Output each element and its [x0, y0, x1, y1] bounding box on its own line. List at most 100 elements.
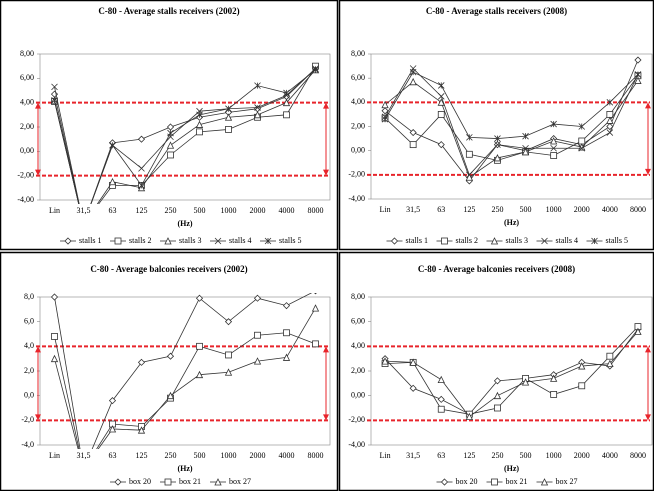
series-line: [385, 326, 639, 415]
marker: [494, 141, 501, 148]
marker: [282, 302, 291, 310]
series-line: [385, 331, 639, 418]
chart-title: C-80 - Average balconies receivers (2008…: [418, 264, 575, 274]
marker: [253, 294, 262, 302]
marker: [381, 100, 389, 109]
marker: [409, 77, 417, 86]
marker: [381, 115, 389, 123]
marker: [64, 237, 72, 245]
marker: [550, 144, 557, 152]
marker: [167, 129, 174, 137]
marker: [606, 99, 614, 106]
y-tick-label: 8,00: [20, 49, 34, 58]
chart-panel: C-80 - Average balconies receivers (2002…: [0, 251, 339, 491]
x-tick-label: 1000: [546, 451, 562, 460]
series-line: [384, 71, 639, 139]
marker: [466, 171, 473, 179]
legend: stalls 1 stalls 2 stalls 3 stalls 4 stalls 5: [60, 236, 301, 245]
marker: [254, 331, 261, 339]
legend-label: box 27: [229, 477, 251, 486]
legend-label: box 20: [129, 477, 151, 486]
legend-label: stalls 5: [279, 236, 301, 245]
x-axis-label: (Hz): [504, 218, 519, 227]
y-tick-label: 8,00: [351, 49, 365, 58]
y-tick-label: 4,00: [351, 341, 365, 350]
x-tick-label: Lin: [49, 206, 60, 215]
x-tick-label: 250: [165, 206, 177, 215]
marker: [225, 351, 232, 359]
x-axis-label: (Hz): [177, 464, 192, 473]
legend-label: box 21: [179, 477, 201, 486]
y-tick-label: -2,00: [348, 170, 365, 179]
x-tick-label: 1000: [221, 206, 237, 215]
marker: [606, 111, 614, 118]
y-tick-label: 6,0: [24, 316, 34, 325]
x-tick-label: 8000: [308, 451, 324, 460]
marker: [606, 352, 614, 360]
marker: [114, 478, 122, 486]
marker: [167, 151, 174, 159]
legend-label: box 21: [506, 477, 528, 486]
marker: [50, 354, 59, 363]
x-tick-label: 4000: [602, 205, 618, 214]
x-tick-label: 63: [109, 206, 117, 215]
marker: [541, 237, 548, 245]
marker: [578, 382, 586, 390]
x-tick-label: 250: [165, 451, 177, 460]
marker: [137, 358, 146, 366]
chart-panel: C-80 - Average stalls receivers (2008) 8,…: [338, 0, 654, 251]
y-tick-label: 8,00: [351, 292, 365, 301]
x-tick-label: 500: [194, 206, 206, 215]
x-tick-label: 2000: [574, 205, 590, 214]
y-tick-label: 2,00: [351, 366, 365, 375]
marker: [591, 237, 598, 245]
series-line: [54, 293, 313, 449]
x-tick-label: 500: [520, 205, 532, 214]
marker: [437, 98, 445, 106]
x-axis-label: (Hz): [504, 464, 519, 473]
y-tick-label: 4,00: [351, 97, 365, 106]
y-tick-label: 0,00: [351, 390, 365, 399]
panel-border: [0, 251, 339, 491]
marker: [282, 98, 291, 107]
marker: [550, 391, 558, 398]
marker: [491, 478, 498, 486]
marker: [578, 144, 586, 152]
y-tick-label: -4,00: [348, 194, 365, 203]
marker: [225, 126, 232, 133]
x-tick-label: 63: [109, 451, 117, 460]
series-line: [384, 75, 639, 161]
marker: [138, 182, 145, 189]
x-tick-label: 2000: [574, 451, 590, 460]
marker: [254, 82, 261, 89]
marker: [437, 141, 445, 149]
marker: [550, 152, 558, 159]
marker: [634, 71, 642, 78]
marker: [164, 478, 172, 486]
marker: [634, 327, 642, 335]
marker: [521, 378, 530, 386]
marker: [195, 370, 204, 379]
marker: [311, 304, 320, 312]
series-line: [54, 307, 316, 449]
marker: [381, 357, 389, 365]
marker: [51, 83, 58, 91]
legend: box 20 box 21 box 27: [436, 477, 578, 486]
series-group: [50, 293, 320, 449]
marker: [522, 132, 529, 140]
chart-title: C-80 - Average stalls receivers (2008): [426, 6, 567, 16]
legend-label: stalls 1: [406, 236, 428, 245]
series-group: [381, 56, 642, 185]
y-tick-label: 4,00: [20, 97, 34, 106]
y-tick-label: 6,00: [351, 73, 365, 82]
x-tick-label: 250: [491, 451, 503, 460]
x-tick-label: 125: [136, 451, 148, 460]
marker: [108, 177, 117, 186]
y-tick-label: -2,00: [348, 415, 365, 424]
marker: [51, 96, 58, 104]
x-tick-label: 8000: [630, 205, 646, 214]
marker: [283, 111, 290, 119]
marker: [109, 141, 116, 149]
